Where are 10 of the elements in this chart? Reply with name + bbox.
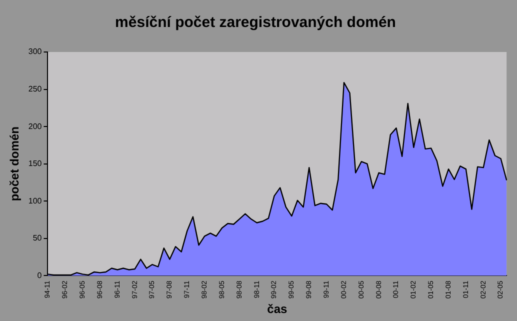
x-axis-title: čas bbox=[267, 302, 288, 316]
y-tick-label: 50 bbox=[32, 234, 42, 243]
y-tick-label: 200 bbox=[28, 122, 42, 131]
chart-title: měsíční počet zaregistrovaných domén bbox=[115, 14, 396, 32]
y-tick-label: 0 bbox=[37, 270, 42, 280]
y-tick-label: 100 bbox=[28, 196, 42, 206]
y-tick-label: 150 bbox=[28, 159, 42, 168]
y-tick-label: 250 bbox=[28, 84, 42, 94]
y-tick-label: 300 bbox=[28, 47, 42, 56]
y-axis-title: počet domén bbox=[8, 126, 22, 202]
